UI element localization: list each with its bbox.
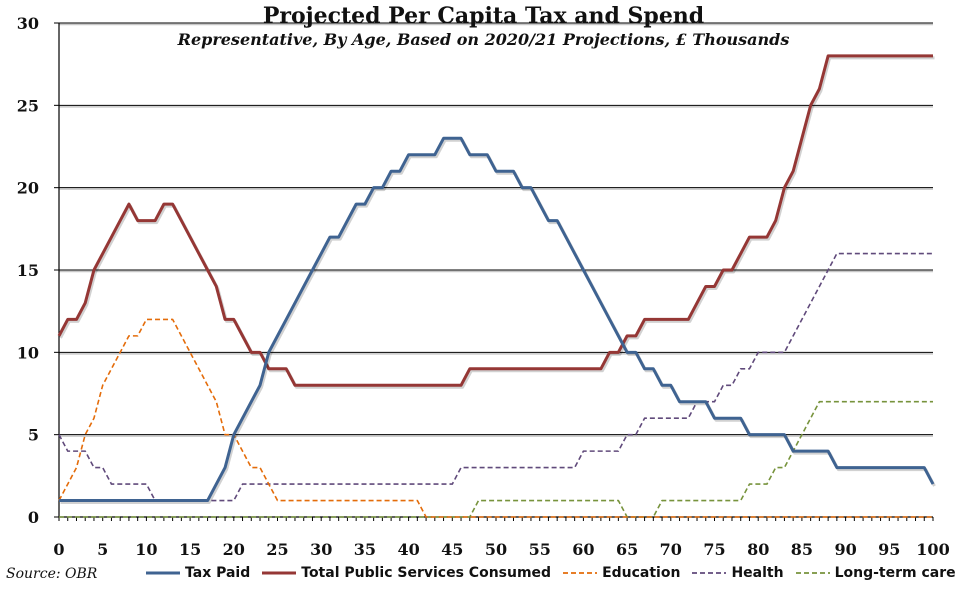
x-tick-label: 85 — [791, 540, 813, 559]
legend-label-tax-paid: Tax Paid — [185, 565, 251, 581]
y-tick-label: 25 — [17, 96, 39, 115]
x-tick-label: 15 — [179, 540, 201, 559]
x-tick-label: 90 — [834, 540, 856, 559]
x-tick-label: 95 — [878, 540, 900, 559]
x-tick-label: 70 — [660, 540, 682, 559]
x-tick-labels: 0 5 10 15 20 25 30 35 40 45 50 55 60 65 70 75 80 85 90 95 10… — [53, 540, 949, 559]
x-tick-label: 20 — [223, 540, 245, 559]
legend-label-long-term-care: Long-term care — [834, 565, 956, 581]
legend-label-education: Education — [602, 565, 681, 581]
x-tick-label: 5 — [97, 540, 108, 559]
y-tick-label: 15 — [17, 261, 39, 280]
legend-swatch-long-term-care — [795, 572, 830, 574]
x-tick-label: 35 — [354, 540, 376, 559]
legend-item-health: Health — [691, 565, 784, 581]
legend-label-total-public-services: Total Public Services Consumed — [301, 565, 552, 581]
x-tick-label: 55 — [529, 540, 551, 559]
legend-swatch-education — [563, 572, 598, 574]
chart-title: Projected Per Capita Tax and Spend — [262, 3, 705, 29]
y-tick-labels: 0 5 10 15 20 25 30 — [17, 14, 39, 527]
y-tick-label: 10 — [17, 343, 39, 362]
series-line-education — [58, 318, 933, 518]
series-line-tax-paid-shadow — [60, 138, 936, 505]
y-tick-label: 5 — [28, 426, 39, 445]
x-tick-label: 40 — [397, 540, 419, 559]
legend-label-health: Health — [731, 565, 784, 581]
legend-item-education: Education — [562, 565, 680, 581]
x-tick-label: 0 — [53, 540, 64, 559]
x-tick-label: 65 — [616, 540, 638, 559]
x-tick-label: 45 — [441, 540, 463, 559]
legend-swatch-health — [692, 572, 727, 574]
series-lines — [57, 54, 936, 518]
x-tick-label: 80 — [747, 540, 769, 559]
x-tick-label: 100 — [916, 540, 949, 559]
series-line-tax-paid — [59, 136, 935, 503]
series-line-long-term-care — [59, 400, 933, 518]
x-tick-label: 25 — [266, 540, 288, 559]
y-tick-label: 20 — [17, 179, 39, 198]
x-tick-label: 60 — [572, 540, 594, 559]
legend-item-total-public-services: Total Public Services Consumed — [261, 565, 551, 581]
legend-item-long-term-care: Long-term care — [795, 565, 956, 581]
x-tick-label: 50 — [485, 540, 507, 559]
legend-item-tax-paid: Tax Paid — [145, 565, 250, 581]
chart-subtitle: Representative, By Age, Based on 2020/21… — [177, 30, 790, 49]
grid-lines — [59, 22, 933, 437]
y-tick-label: 0 — [28, 508, 39, 527]
series-line-total-public-services-consumed — [57, 54, 933, 387]
legend-swatch-total-public-services — [262, 571, 297, 575]
x-tick-label: 30 — [310, 540, 332, 559]
x-tick-label: 75 — [703, 540, 725, 559]
source-note: Source: OBR — [6, 566, 98, 582]
y-tick-label: 30 — [17, 14, 39, 33]
x-tick-label: 10 — [135, 540, 157, 559]
legend-swatch-tax-paid — [146, 571, 180, 575]
legend: Tax Paid Total Public Services Consumed … — [145, 565, 967, 581]
series-line-health — [58, 252, 933, 502]
